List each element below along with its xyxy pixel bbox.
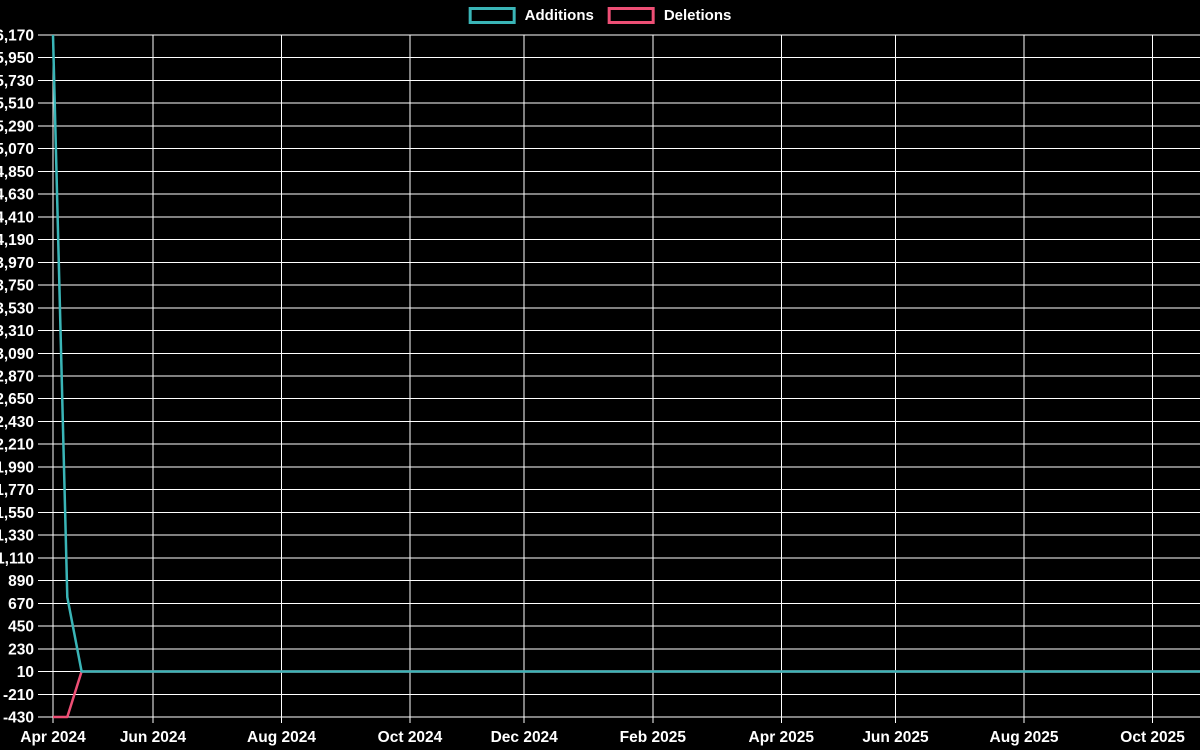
y-tick-label: 4,190 bbox=[0, 232, 34, 249]
y-tick-label: 450 bbox=[8, 619, 34, 636]
x-tick-label: Apr 2025 bbox=[749, 729, 815, 746]
y-tick-label: 10 bbox=[17, 664, 34, 681]
y-tick-label: 5,070 bbox=[0, 141, 34, 158]
y-tick-label: 1,110 bbox=[0, 550, 34, 567]
x-tick-label: Aug 2025 bbox=[990, 729, 1059, 746]
x-tick-label: Jun 2025 bbox=[862, 729, 929, 746]
additions-swatch-icon bbox=[468, 7, 516, 24]
y-tick-label: 6,170 bbox=[0, 28, 34, 45]
y-tick-label: 4,630 bbox=[0, 187, 34, 204]
y-tick-label: 890 bbox=[8, 573, 34, 590]
chart-legend: Additions Deletions bbox=[468, 6, 732, 25]
legend-label-additions: Additions bbox=[524, 7, 594, 24]
x-tick-label: Feb 2025 bbox=[620, 729, 687, 746]
y-tick-label: 2,650 bbox=[0, 391, 34, 408]
y-tick-label: 5,510 bbox=[0, 96, 34, 113]
y-tick-label: 5,730 bbox=[0, 73, 34, 90]
y-tick-label: 2,870 bbox=[0, 369, 34, 386]
y-tick-label: 1,990 bbox=[0, 459, 34, 476]
y-tick-label: 1,550 bbox=[0, 505, 34, 522]
legend-item-additions[interactable]: Additions bbox=[468, 6, 594, 25]
legend-label-deletions: Deletions bbox=[663, 7, 732, 24]
y-tick-label: 3,310 bbox=[0, 323, 34, 340]
x-tick-label: Jun 2024 bbox=[120, 729, 187, 746]
x-tick-label: Aug 2024 bbox=[247, 729, 316, 746]
y-tick-label: 670 bbox=[8, 596, 34, 613]
y-tick-label: 4,410 bbox=[0, 209, 34, 226]
y-tick-label: 4,850 bbox=[0, 164, 34, 181]
x-tick-label: Oct 2025 bbox=[1120, 729, 1185, 746]
y-tick-label: 1,330 bbox=[0, 528, 34, 545]
x-tick-label: Apr 2024 bbox=[20, 729, 86, 746]
y-tick-label: 230 bbox=[8, 641, 34, 658]
y-tick-label: -210 bbox=[3, 687, 34, 704]
y-tick-label: -430 bbox=[3, 710, 34, 727]
y-tick-label: 3,970 bbox=[0, 255, 34, 272]
y-tick-label: 3,530 bbox=[0, 300, 34, 317]
y-tick-label: 2,430 bbox=[0, 414, 34, 431]
x-tick-label: Oct 2024 bbox=[378, 729, 443, 746]
additions-line bbox=[51, 34, 1200, 673]
deletions-swatch-icon bbox=[607, 7, 655, 24]
y-tick-label: 3,090 bbox=[0, 346, 34, 363]
y-tick-label: 5,290 bbox=[0, 118, 34, 135]
y-tick-label: 3,750 bbox=[0, 278, 34, 295]
y-tick-label: 5,950 bbox=[0, 50, 34, 67]
x-tick-label: Dec 2024 bbox=[491, 729, 559, 746]
y-tick-label: 1,770 bbox=[0, 482, 34, 499]
y-tick-label: 2,210 bbox=[0, 437, 34, 454]
legend-item-deletions[interactable]: Deletions bbox=[607, 6, 732, 25]
